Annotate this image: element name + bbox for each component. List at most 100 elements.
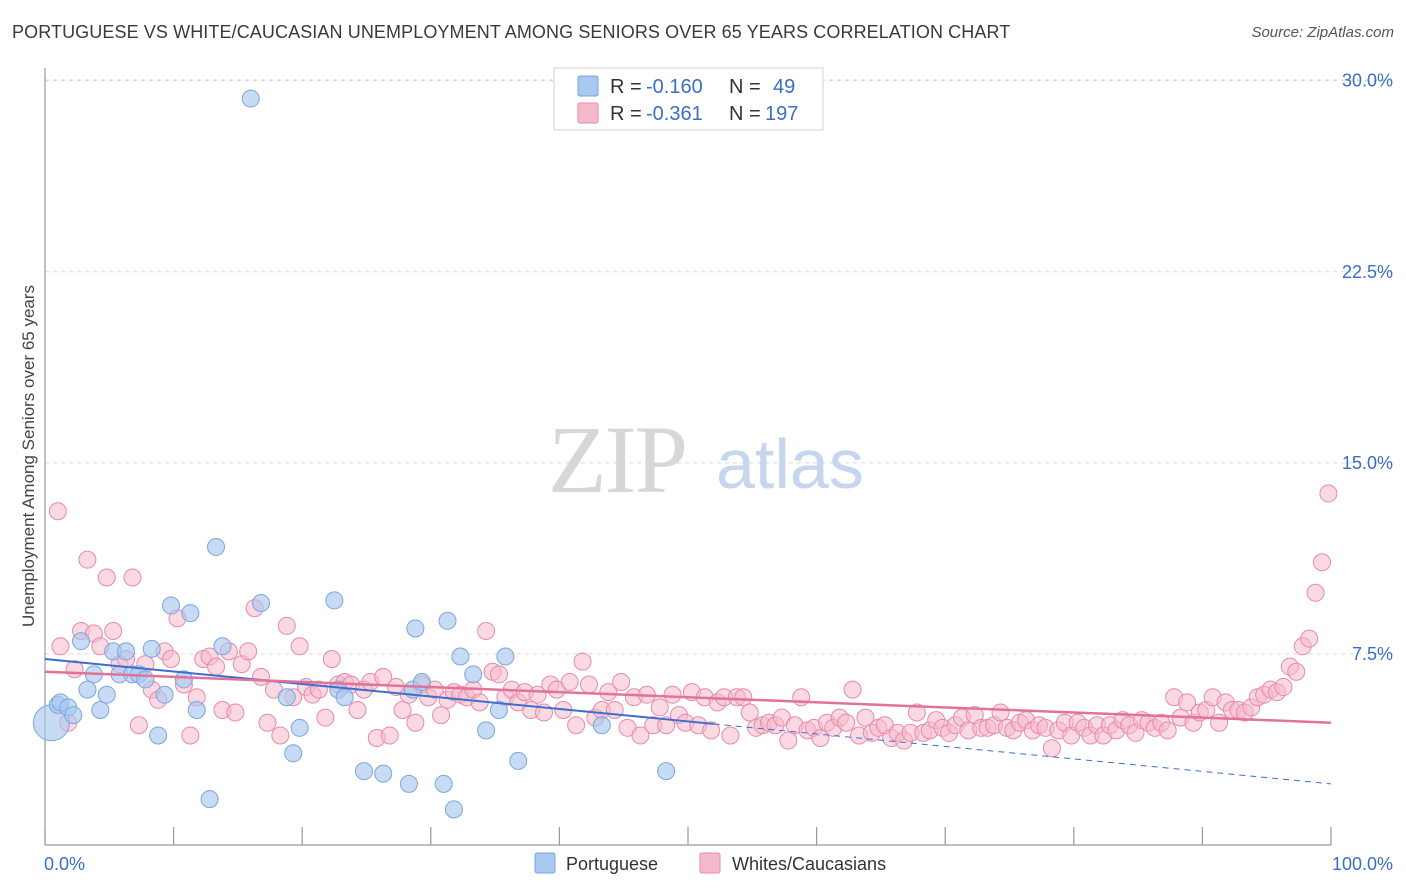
- point-portuguese-20: [174, 670, 193, 689]
- point-whites-181: [1210, 713, 1229, 732]
- x-tick-label-1: 100.0%: [1332, 854, 1393, 874]
- trend-lines: [44, 658, 1332, 785]
- point-whites-60: [432, 706, 451, 725]
- point-portuguese-6: [78, 680, 97, 699]
- point-whites-32: [252, 667, 271, 686]
- point-whites-88: [612, 672, 631, 691]
- series-legend: Portuguese Whites/Caucasians: [534, 852, 886, 874]
- legend-n-value-2: 197: [765, 103, 798, 125]
- point-whites-81: [567, 716, 586, 735]
- point-whites-30: [239, 642, 258, 661]
- gridlines: [45, 79, 1391, 655]
- point-whites-43: [322, 650, 341, 669]
- y-tick-label-3: 30.0%: [1342, 71, 1393, 91]
- point-whites-9: [104, 622, 123, 641]
- legend-n-label-2: N =: [729, 103, 761, 125]
- point-portuguese-18: [155, 685, 174, 704]
- x-tick-label-0: 0.0%: [44, 854, 85, 874]
- watermark-atlas: atlas: [716, 425, 864, 503]
- point-whites-33: [258, 713, 277, 732]
- point-portuguese-4: [64, 706, 83, 725]
- point-whites-12: [123, 568, 142, 587]
- point-portuguese-34: [354, 762, 373, 781]
- stats-legend-box: [553, 67, 824, 131]
- y-tick-label-1: 15.0%: [1342, 453, 1393, 473]
- point-portuguese-26: [241, 89, 260, 108]
- x-axis-ticks: [44, 827, 1332, 845]
- point-whites-69: [489, 665, 508, 684]
- point-portuguese-36: [399, 774, 418, 793]
- point-portuguese-29: [284, 744, 303, 763]
- point-whites-108: [740, 703, 759, 722]
- point-whites-105: [721, 726, 740, 745]
- point-whites-86: [599, 683, 618, 702]
- point-whites-28: [226, 703, 245, 722]
- point-whites-56: [406, 713, 425, 732]
- point-whites-114: [779, 731, 798, 750]
- point-portuguese-47: [496, 647, 515, 666]
- trend-portuguese-dashed: [713, 723, 1332, 785]
- point-whites-155: [1042, 739, 1061, 758]
- chart-source: Source: ZipAtlas.com: [1251, 24, 1394, 41]
- point-whites-42: [316, 708, 335, 727]
- point-whites-147: [991, 703, 1010, 722]
- point-whites-96: [663, 685, 682, 704]
- legend-n-value-1: 49: [773, 76, 795, 98]
- trend-whites: [44, 670, 1332, 724]
- point-whites-47: [348, 700, 367, 719]
- point-portuguese-15: [136, 670, 155, 689]
- point-portuguese-31: [325, 591, 344, 610]
- point-portuguese-50: [657, 762, 676, 781]
- bottom-legend-swatch-whites: [699, 852, 721, 874]
- point-portuguese-24: [207, 537, 226, 556]
- point-portuguese-48: [509, 751, 528, 770]
- legend-r-label-1: R =: [610, 76, 642, 98]
- point-whites-54: [393, 700, 412, 719]
- point-portuguese-21: [181, 604, 200, 623]
- point-whites-196: [1306, 583, 1325, 602]
- y-tick-labels: 7.5% 15.0% 22.5% 30.0%: [1342, 71, 1393, 664]
- point-portuguese-30: [290, 718, 309, 737]
- point-whites-107: [734, 688, 753, 707]
- point-portuguese-35: [374, 764, 393, 783]
- point-whites-67: [477, 622, 496, 641]
- point-whites-198: [1319, 484, 1338, 503]
- point-whites-91: [631, 726, 650, 745]
- point-whites-173: [1158, 721, 1177, 740]
- point-portuguese-8: [91, 700, 110, 719]
- point-whites-124: [843, 680, 862, 699]
- point-whites-94: [650, 698, 669, 717]
- point-portuguese-43: [451, 647, 470, 666]
- point-portuguese-9: [97, 685, 116, 704]
- bottom-legend-label-portuguese: Portuguese: [566, 854, 658, 874]
- point-whites-36: [277, 616, 296, 635]
- point-whites-193: [1287, 662, 1306, 681]
- legend-r-label-2: R =: [610, 103, 642, 125]
- point-portuguese-16: [142, 639, 161, 658]
- legend-swatch-pink: [577, 102, 599, 124]
- bottom-legend-swatch-portuguese: [534, 852, 556, 874]
- point-whites-176: [1177, 693, 1196, 712]
- point-portuguese-44: [464, 665, 483, 684]
- point-whites-8: [97, 568, 116, 587]
- legend-r-value-1: -0.160: [646, 76, 703, 98]
- point-portuguese-12: [117, 642, 136, 661]
- watermark: ZIP atlas: [548, 406, 864, 513]
- point-portuguese-40: [434, 774, 453, 793]
- point-whites-52: [380, 726, 399, 745]
- point-portuguese-46: [489, 700, 508, 719]
- point-whites-0: [48, 502, 67, 521]
- point-whites-87: [605, 700, 624, 719]
- point-portuguese-22: [187, 700, 206, 719]
- point-whites-38: [290, 637, 309, 656]
- series-whites-caucasians: [48, 484, 1338, 758]
- point-portuguese-49: [592, 716, 611, 735]
- point-whites-126: [856, 708, 875, 727]
- y-tick-label-0: 7.5%: [1352, 644, 1393, 664]
- watermark-zip: ZIP: [548, 406, 686, 513]
- point-whites-35: [271, 726, 290, 745]
- point-portuguese-23: [200, 790, 219, 809]
- point-whites-1: [51, 637, 70, 656]
- bottom-legend-label-whites: Whites/Caucasians: [732, 854, 886, 874]
